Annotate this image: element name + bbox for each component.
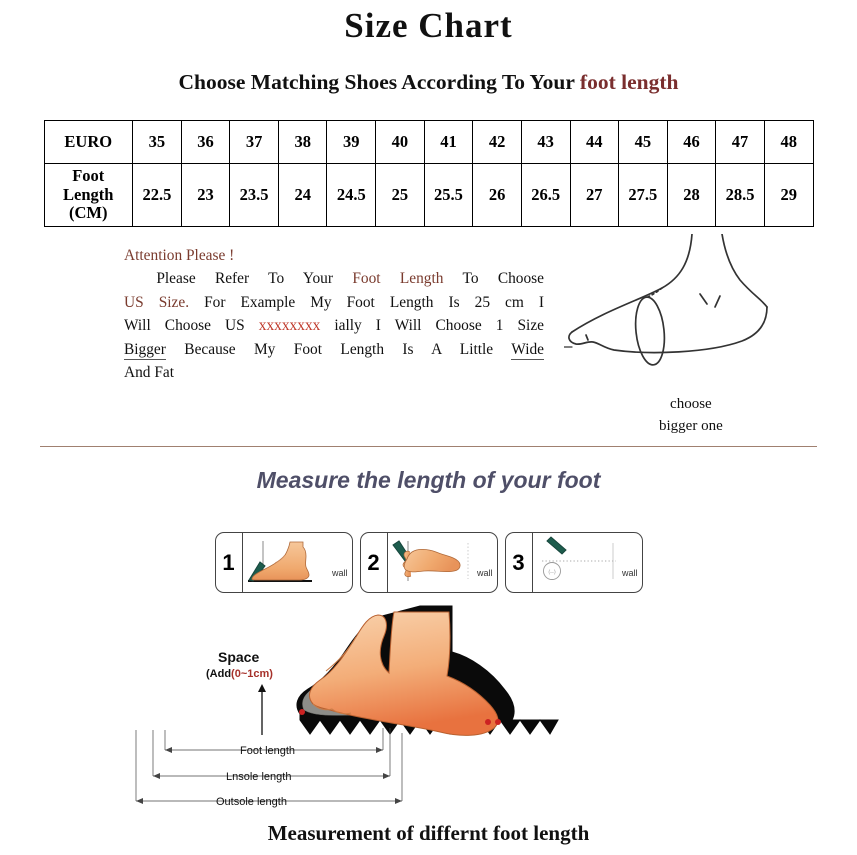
svg-text:Space: Space [218, 649, 259, 665]
svg-text:Lnsole length: Lnsole length [226, 771, 291, 783]
svg-text:Foot length: Foot length [240, 745, 295, 757]
svg-text:(--): (--) [548, 570, 555, 576]
svg-text:Outsole length: Outsole length [216, 796, 287, 808]
svg-text:(Add(0~1cm): (Add(0~1cm) [206, 668, 273, 680]
